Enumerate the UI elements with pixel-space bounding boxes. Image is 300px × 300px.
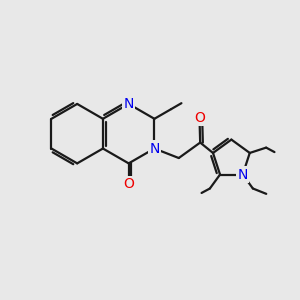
Text: N: N <box>149 142 160 155</box>
Text: O: O <box>123 177 134 191</box>
Text: O: O <box>194 111 205 124</box>
Text: N: N <box>238 167 248 182</box>
Text: N: N <box>124 97 134 111</box>
